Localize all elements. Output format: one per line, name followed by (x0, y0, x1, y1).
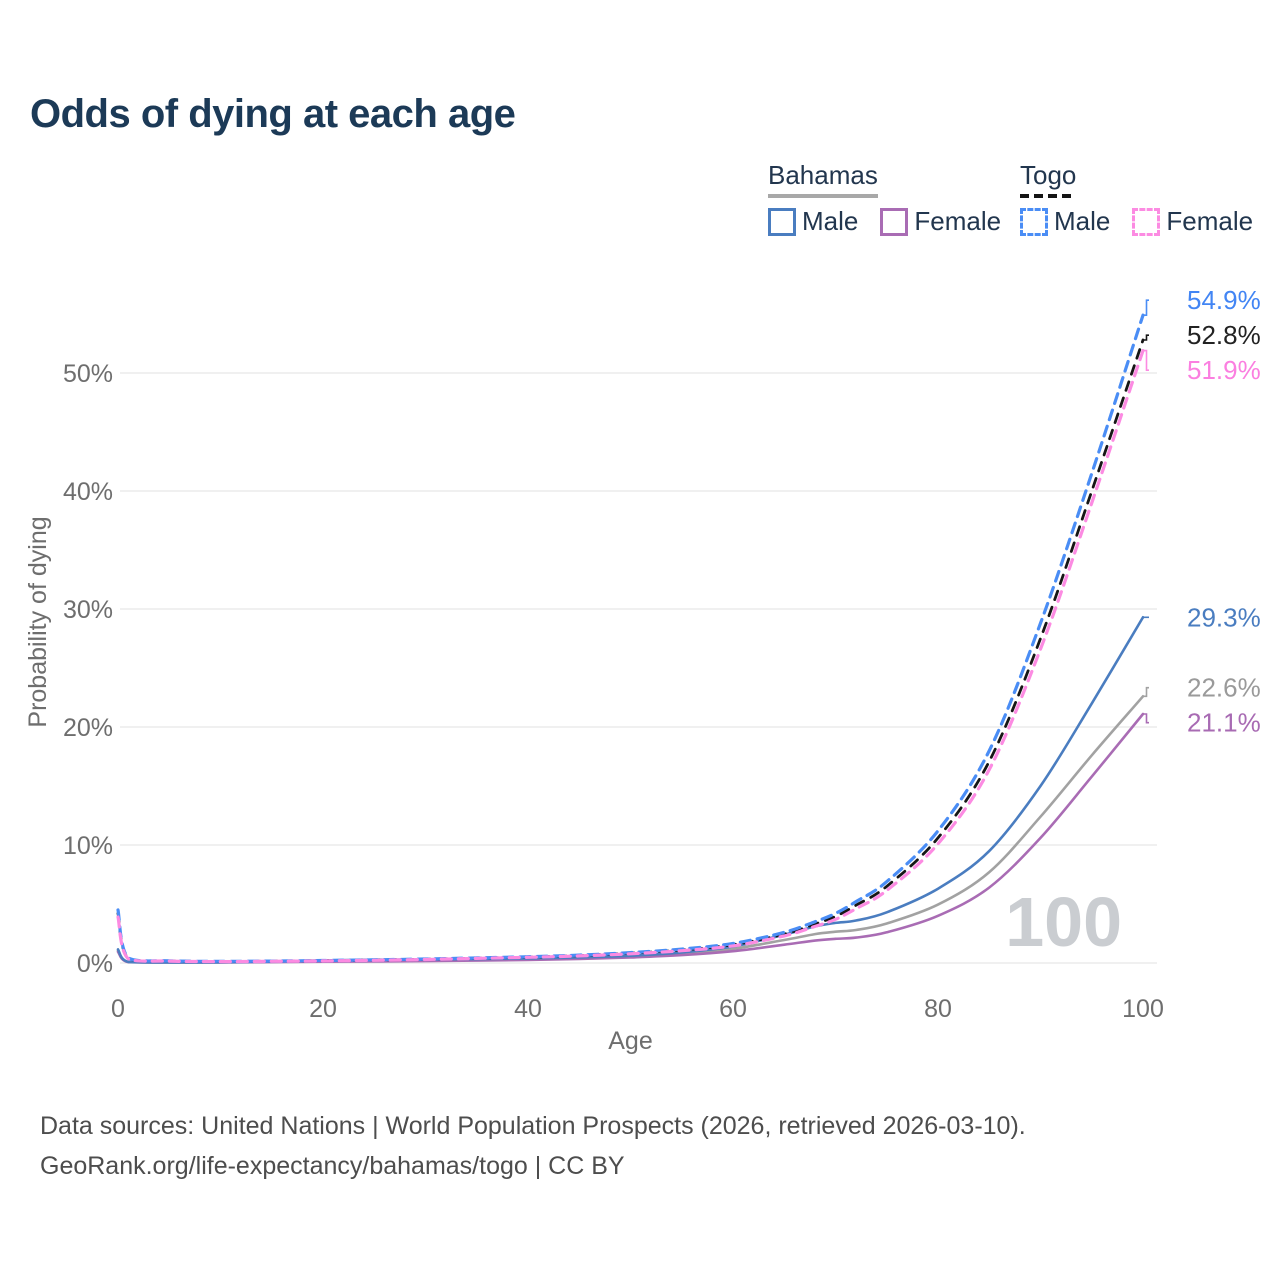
legend-items-bahamas: Male Female (768, 206, 1001, 237)
series-line-bahamas-total (116, 695, 1145, 964)
legend: Bahamas Male Female Togo (768, 160, 1280, 240)
series-line-togo-male (116, 313, 1145, 963)
legend-item-togo-female[interactable]: Female (1132, 206, 1253, 237)
chart-title: Odds of dying at each age (30, 92, 516, 136)
x-tick-label: 40 (514, 995, 542, 1023)
togo-flag-icon (1149, 318, 1183, 352)
leader-line-bahamas-total (1143, 686, 1149, 698)
x-tick-label: 0 (111, 995, 125, 1023)
x-tick-label: 60 (719, 995, 747, 1023)
end-label-togo-male: 54.9% (1187, 285, 1261, 315)
end-label-togo-total: 52.8% (1187, 320, 1261, 350)
x-tick-label: 80 (924, 995, 952, 1023)
legend-country-bahamas[interactable]: Bahamas (768, 160, 878, 198)
bahamas-flag-icon (1149, 600, 1183, 634)
end-label-bahamas-total: 22.6% (1187, 673, 1261, 703)
age-watermark: 100 (1005, 883, 1122, 961)
dashed-square-swatch-icon (1020, 207, 1048, 236)
y-tick-label: 30% (63, 596, 113, 624)
end-label-togo-female: 51.9% (1187, 355, 1261, 385)
legend-item-togo-male[interactable]: Male (1020, 206, 1110, 237)
legend-item-bahamas-male[interactable]: Male (768, 206, 858, 237)
dashed-square-swatch-icon (1132, 207, 1161, 236)
y-tick-label: 20% (63, 714, 113, 742)
attribution-line: GeoRank.org/life-expectancy/bahamas/togo… (40, 1152, 625, 1180)
leader-line-togo-female (1143, 349, 1149, 371)
series-line-togo-female (116, 349, 1145, 964)
legend-item-label: Male (802, 206, 859, 236)
legend-item-bahamas-female[interactable]: Female (880, 206, 1001, 237)
bahamas-flag-icon (1149, 671, 1183, 705)
legend-country-togo[interactable]: Togo (1020, 160, 1077, 198)
togo-flag-icon (1149, 353, 1183, 387)
legend-item-label: Female (1166, 206, 1254, 236)
legend-group-bahamas: Bahamas Male Female (768, 160, 1001, 237)
y-tick-label: 0% (77, 950, 113, 978)
end-label-bahamas-male: 29.3% (1187, 602, 1261, 632)
y-tick-label: 40% (63, 478, 113, 506)
dashed-line-style-icon (1020, 194, 1077, 198)
legend-items-togo: Male Female (1020, 206, 1253, 237)
y-axis-title: Probability of dying (24, 516, 52, 727)
solid-line-style-icon (768, 194, 878, 198)
legend-item-label: Female (914, 206, 1002, 236)
leader-line-togo-total (1143, 334, 1149, 341)
solid-square-swatch-icon (768, 207, 796, 236)
series-line-bahamas-male (116, 616, 1145, 964)
leader-line-togo-male (1143, 299, 1149, 316)
legend-country-label: Togo (1020, 160, 1077, 190)
bahamas-flag-icon (1149, 706, 1183, 740)
x-tick-label: 100 (1122, 995, 1164, 1023)
data-sources-line: Data sources: United Nations | World Pop… (40, 1112, 1026, 1140)
legend-country-label: Bahamas (768, 160, 878, 190)
y-tick-label: 10% (63, 832, 113, 860)
legend-group-togo: Togo Male Female (1020, 160, 1253, 237)
legend-item-label: Male (1054, 206, 1111, 236)
solid-square-swatch-icon (880, 207, 909, 236)
footer: Data sources: United Nations | World Pop… (40, 1106, 1026, 1186)
x-tick-label: 20 (309, 995, 337, 1023)
x-axis-title: Age (608, 1027, 652, 1055)
togo-flag-icon (1149, 283, 1183, 317)
series-line-togo-total (116, 338, 1145, 963)
y-tick-label: 50% (63, 360, 113, 388)
leader-line-bahamas-female (1143, 713, 1149, 724)
end-label-bahamas-female: 21.1% (1187, 708, 1261, 738)
